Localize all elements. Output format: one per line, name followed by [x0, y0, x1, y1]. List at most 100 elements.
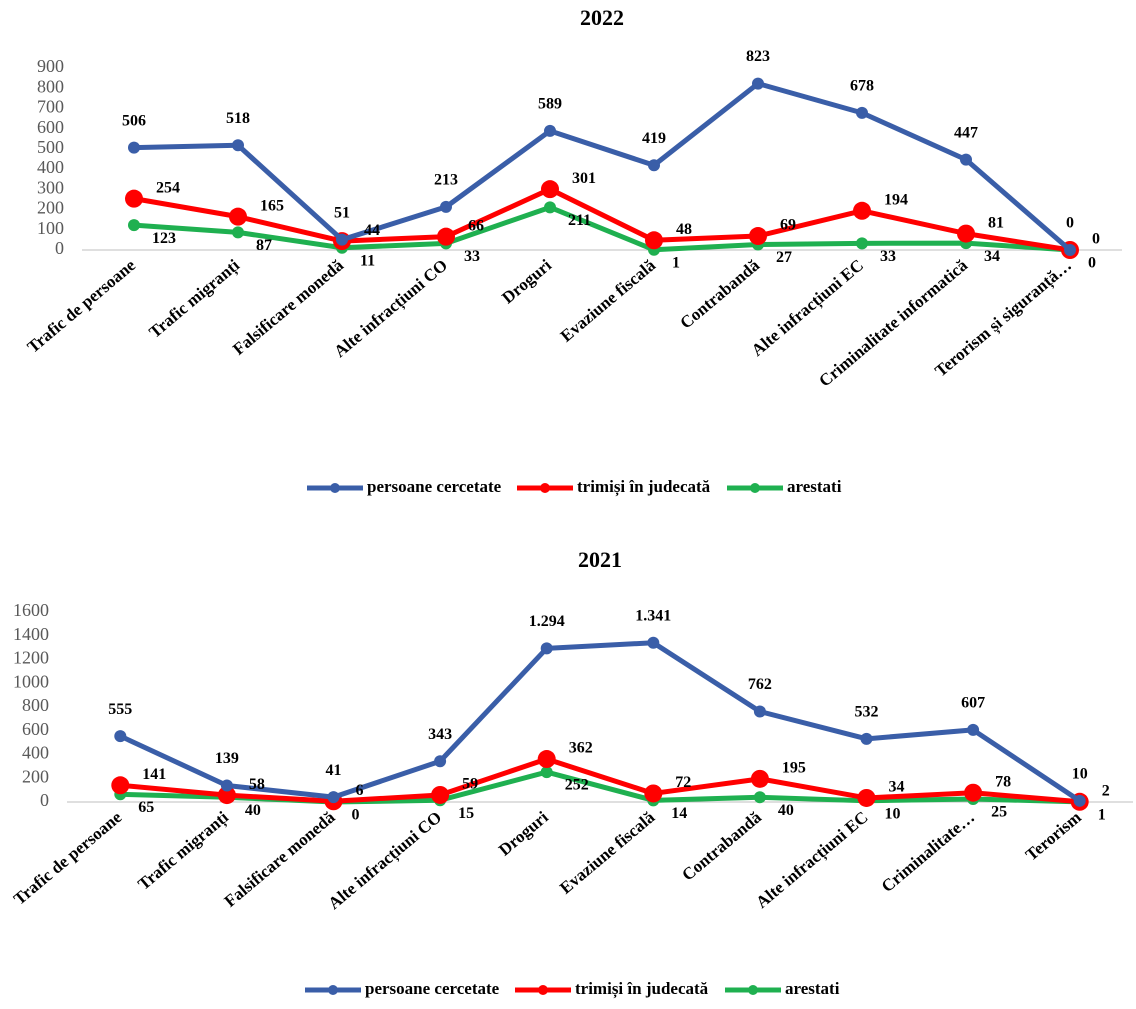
x-tick-label: Falsificare monedă [229, 255, 347, 359]
legend-label: trimiși în judecată [577, 477, 711, 497]
point [853, 201, 871, 220]
data-label: 72 [675, 774, 691, 791]
point [645, 231, 663, 250]
series-line [133, 81, 1072, 252]
x-tick-label: Evaziune fiscală [556, 807, 659, 897]
y-tick-label: 300 [37, 177, 64, 197]
chart-title: 2021 [578, 547, 622, 572]
legend-label: persoane cercetate [365, 979, 500, 998]
data-label: 78 [995, 773, 1011, 790]
point [128, 141, 140, 154]
x-tick-label: Alte infracțiuni CO [324, 808, 445, 914]
point [437, 227, 455, 246]
point [128, 219, 140, 232]
y-tick-label: 600 [22, 719, 49, 739]
x-tick-label: Terorism [1022, 808, 1085, 865]
data-label: 252 [565, 777, 589, 794]
series-line [133, 186, 1071, 253]
data-label: 343 [428, 726, 452, 743]
legend-label: persoane cercetate [367, 477, 502, 496]
point [648, 159, 660, 172]
data-label: 2 [1102, 782, 1110, 799]
data-label: 141 [142, 766, 166, 783]
point [644, 784, 663, 803]
point [229, 207, 247, 226]
point [217, 786, 236, 805]
point [964, 783, 983, 802]
data-label: 1.294 [529, 613, 565, 630]
data-label: 0 [352, 807, 360, 824]
point [232, 139, 244, 152]
data-label: 65 [138, 799, 154, 816]
x-tick-label: Contrabandă [678, 807, 765, 884]
data-label: 27 [776, 249, 792, 266]
point [336, 233, 348, 246]
chart-title: 2022 [580, 5, 624, 30]
data-label: 555 [108, 701, 132, 718]
point [232, 226, 244, 239]
legend-marker [328, 985, 338, 995]
point [856, 106, 868, 119]
data-label: 25 [991, 804, 1007, 821]
point [440, 200, 452, 213]
data-label: 194 [884, 191, 908, 208]
data-label: 41 [326, 762, 342, 779]
legend-label: arestati [787, 477, 842, 496]
data-label: 10 [1072, 765, 1088, 782]
point [114, 730, 127, 743]
y-tick-label: 700 [37, 97, 64, 117]
point [541, 180, 559, 199]
data-label: 48 [676, 221, 692, 238]
data-label: 518 [226, 110, 250, 127]
data-label: 607 [961, 695, 985, 712]
x-tick-label: Evaziune fiscală [557, 255, 660, 345]
y-tick-label: 1000 [13, 671, 49, 691]
y-tick-label: 400 [37, 157, 64, 177]
point [125, 189, 143, 208]
data-label: 10 [885, 805, 901, 822]
point [540, 766, 553, 779]
data-label: 254 [156, 179, 180, 196]
point [544, 201, 556, 214]
point [860, 732, 873, 745]
data-label: 419 [642, 130, 666, 147]
data-label: 40 [245, 802, 261, 819]
x-tick-label: Contrabandă [676, 255, 763, 332]
data-label: 532 [855, 703, 879, 720]
data-label: 15 [458, 805, 474, 822]
legend-label: trimiși în judecată [575, 979, 709, 999]
point [431, 785, 450, 804]
legend-marker [540, 483, 550, 493]
point [856, 237, 868, 250]
y-tick-label: 1200 [13, 648, 49, 668]
point [753, 705, 766, 718]
series-line [133, 204, 1071, 253]
data-label: 51 [334, 204, 350, 221]
y-tick-label: 0 [55, 238, 64, 258]
legend-label: arestati [785, 979, 840, 998]
data-label: 123 [152, 230, 176, 247]
y-tick-label: 200 [22, 766, 49, 786]
point [857, 788, 876, 807]
point [749, 227, 767, 246]
point [434, 755, 447, 768]
data-label: 6 [356, 782, 364, 799]
point [537, 750, 556, 769]
data-label: 81 [988, 214, 1004, 231]
data-label: 0 [1092, 231, 1100, 248]
data-label: 1 [1098, 807, 1106, 824]
data-label: 33 [464, 248, 480, 265]
x-tick-label: Falsificare monedă [221, 807, 339, 911]
series-line [119, 640, 1082, 803]
x-tick-label: Trafic migranți [134, 807, 233, 894]
y-tick-label: 1600 [13, 600, 49, 620]
point [1064, 244, 1076, 256]
y-tick-label: 200 [37, 198, 64, 218]
point [957, 224, 975, 243]
data-label: 66 [468, 217, 484, 234]
data-label: 589 [538, 96, 562, 113]
x-tick-label: Trafic de persoane [24, 255, 140, 356]
data-label: 0 [1088, 255, 1096, 272]
point [753, 791, 766, 804]
